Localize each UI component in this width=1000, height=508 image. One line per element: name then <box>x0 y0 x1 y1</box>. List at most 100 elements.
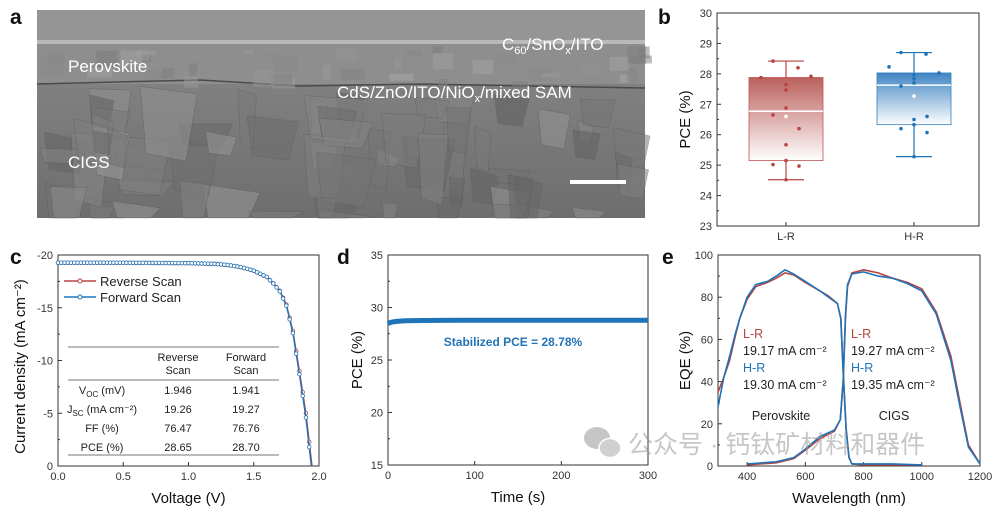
y-axis-title: EQE (%) <box>677 331 694 390</box>
label-unit: (mV) <box>98 385 125 397</box>
y-tick-label: 20 <box>371 408 383 420</box>
table-cell-forward: 1.941 <box>232 385 260 397</box>
x-tick-label: 200 <box>552 470 570 482</box>
sem-grain <box>448 176 465 207</box>
sem-perovskite-grain <box>619 74 631 83</box>
sem-perovskite-grain <box>580 65 603 75</box>
y-axis-title: PCE (%) <box>349 331 366 389</box>
sem-grain <box>39 148 79 164</box>
cigs-lr-label: L-R <box>851 327 871 341</box>
sem-grain <box>616 163 649 200</box>
sem-perovskite-grain <box>136 49 150 61</box>
data-point <box>924 52 928 56</box>
data-point <box>925 130 929 135</box>
sem-perovskite-grain <box>266 51 278 59</box>
mean-marker <box>912 94 916 98</box>
series-line-0 <box>386 317 648 326</box>
sem-grain <box>381 113 427 169</box>
y-tick-label: 0 <box>707 461 713 473</box>
sem-perovskite-grain <box>541 72 560 78</box>
sem-perovskite-grain <box>243 49 254 55</box>
label-subscript: OC <box>86 390 98 399</box>
data-point <box>784 158 788 163</box>
wechat-icon <box>584 427 622 459</box>
panel-label-d: d <box>337 246 350 269</box>
sem-grain <box>572 129 601 161</box>
legend-marker <box>77 294 83 300</box>
data-point <box>290 330 296 336</box>
sem-perovskite-grain <box>188 63 198 77</box>
sem-grain <box>87 204 116 219</box>
sem-perovskite-grain <box>406 50 423 56</box>
table-header: Scan <box>165 365 190 377</box>
x-tick-label: 0 <box>385 470 391 482</box>
eqe-annotations: L-R 19.17 mA cm⁻² H-R 19.30 mA cm⁻² Pero… <box>743 327 935 423</box>
sem-perovskite-grain <box>432 52 454 70</box>
layer-label-interface: CdS/ZnO/ITO/NiOx/mixed SAM <box>337 83 572 105</box>
data-point <box>912 76 916 81</box>
data-point <box>293 351 299 356</box>
sem-grain <box>493 94 530 127</box>
data-point <box>771 113 775 117</box>
data-point <box>887 65 891 69</box>
y-tick-label: -20 <box>37 250 53 262</box>
y-tick-label: -10 <box>37 356 53 368</box>
sem-perovskite-grain <box>630 55 652 64</box>
table-cell-reverse: 1.946 <box>164 385 192 397</box>
x-tick-label: 400 <box>738 471 756 483</box>
sem-grain <box>111 200 161 219</box>
sem-grain <box>246 115 299 161</box>
sem-grain <box>205 130 238 156</box>
data-point <box>912 72 916 77</box>
data-point <box>912 81 916 85</box>
x-tick-label: 2.0 <box>311 471 326 483</box>
sem-perovskite-grain <box>87 67 113 78</box>
data-point <box>297 372 302 377</box>
panel-d-stabilized-chart: 15 20 25 30 35 0 100 200 300 Time (s) PCE (%) <box>349 250 657 506</box>
data-point <box>809 74 813 79</box>
data-point <box>925 114 929 119</box>
y-tick-label: 15 <box>371 460 383 472</box>
panel-label-b: b <box>658 6 671 29</box>
perovskite-hr-label: H-R <box>743 361 765 375</box>
sem-perovskite-grain <box>252 69 274 87</box>
sem-perovskite-grain <box>472 60 494 75</box>
data-point <box>759 75 763 80</box>
sem-perovskite-grain <box>272 54 298 73</box>
x-tick-label: 1.0 <box>181 471 196 483</box>
data-point <box>797 126 801 131</box>
data-point <box>784 106 788 110</box>
sem-perovskite-grain <box>162 68 175 79</box>
legend-label: Forward Scan <box>100 290 181 305</box>
sem-perovskite-grain <box>609 56 629 71</box>
x-tick-label: L-R <box>777 231 795 243</box>
y-tick-label: 35 <box>371 250 383 262</box>
y-tick-label: 20 <box>701 419 713 431</box>
x-axis-title: Wavelength (nm) <box>792 490 906 507</box>
data-point <box>303 415 309 420</box>
y-tick-label: 30 <box>700 8 712 20</box>
label-main: V <box>79 385 87 397</box>
table-cell-reverse: 28.65 <box>164 442 192 454</box>
y-axis-title: PCE (%) <box>677 90 694 148</box>
table-row-label: FF (%) <box>85 423 119 435</box>
x-tick-label: H-R <box>904 231 924 243</box>
data-point <box>912 154 916 159</box>
data-point <box>307 444 312 450</box>
sem-perovskite-grain <box>336 47 357 61</box>
label-main: FF (%) <box>85 423 119 435</box>
data-point <box>771 59 775 63</box>
table-cell-reverse: 76.47 <box>164 423 192 435</box>
y-tick-label: -15 <box>37 303 53 315</box>
series-line-2 <box>747 269 981 466</box>
y-tick-label: 23 <box>700 221 712 233</box>
sem-perovskite-grain <box>512 81 528 92</box>
y-tick-label: 25 <box>371 355 383 367</box>
sem-perovskite-grain <box>270 74 292 87</box>
data-point <box>300 393 305 399</box>
sem-grain <box>537 108 571 150</box>
sem-perovskite-grain <box>136 50 156 55</box>
x-tick-label: 1000 <box>910 471 934 483</box>
data-point <box>899 126 903 131</box>
y-tick-label: 24 <box>700 191 712 203</box>
